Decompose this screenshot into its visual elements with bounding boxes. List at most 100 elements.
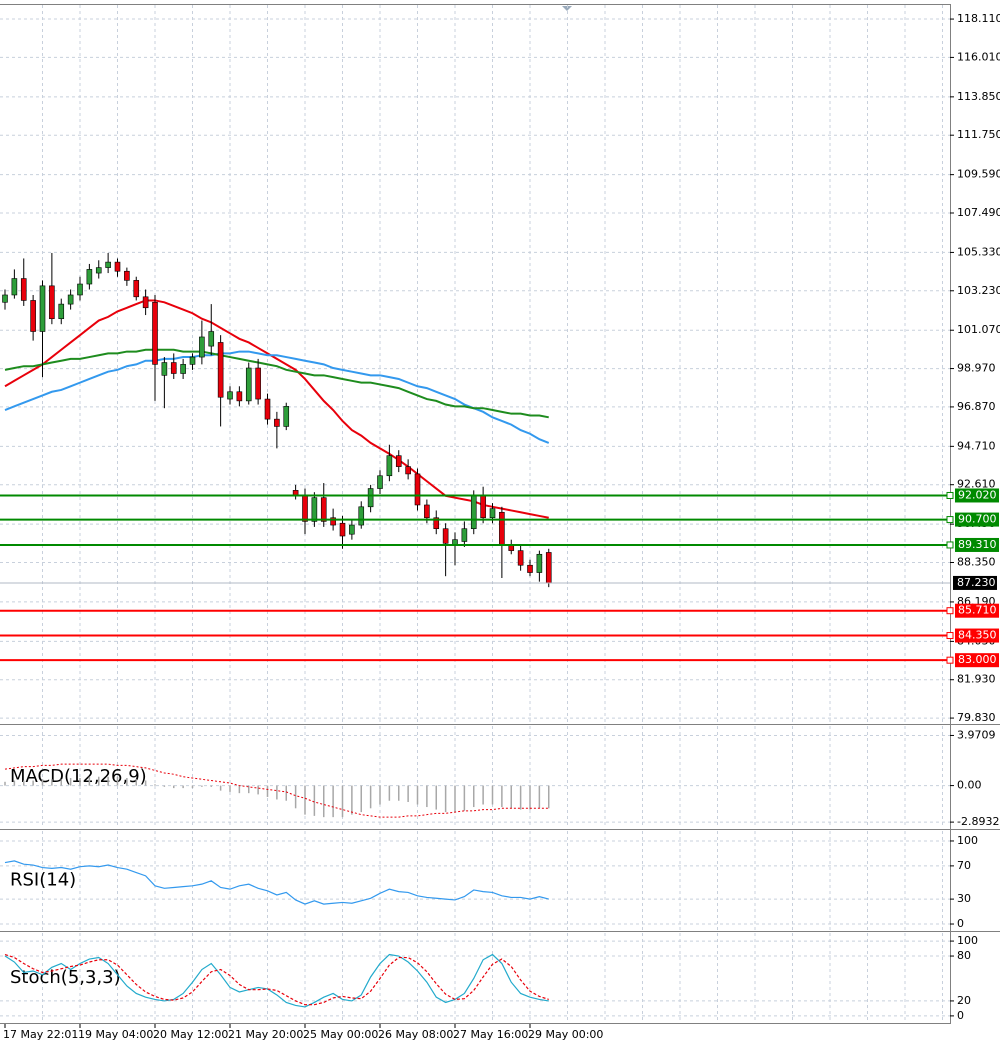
histogram-bar xyxy=(219,785,222,791)
candle-body xyxy=(67,294,74,305)
candle xyxy=(105,252,111,274)
candle xyxy=(20,258,27,306)
candle xyxy=(442,523,449,577)
level-box xyxy=(955,653,999,668)
histogram-bar xyxy=(173,785,175,789)
y-tick-label: 70 xyxy=(957,859,971,872)
histogram-bar xyxy=(163,785,166,787)
y-tick-label: -2.8932 xyxy=(957,815,999,828)
candle-body xyxy=(405,466,411,475)
candle xyxy=(236,386,243,407)
histogram-bar xyxy=(351,785,353,815)
histogram-bar xyxy=(407,785,409,802)
histogram-bar xyxy=(116,776,119,786)
candle-body xyxy=(545,552,552,584)
histogram-bar xyxy=(491,785,494,805)
histogram-bar xyxy=(210,785,212,787)
histogram-bar xyxy=(519,785,522,810)
candle xyxy=(274,411,280,449)
candle-body xyxy=(142,296,149,309)
candle xyxy=(527,559,533,577)
y-tick-label: 0 xyxy=(957,1009,964,1022)
y-tick-label: 107.490 xyxy=(957,206,1000,219)
candle xyxy=(311,492,318,527)
candle xyxy=(517,545,524,571)
histogram-bar xyxy=(248,785,250,794)
histogram-bar xyxy=(341,785,344,818)
x-tick-label: 17 May 22:01 xyxy=(3,1028,78,1041)
current-price-label: 87.230 xyxy=(957,576,996,589)
histogram-bar xyxy=(510,785,512,809)
candle-body xyxy=(508,544,515,551)
candle xyxy=(470,490,477,535)
candle-body xyxy=(236,391,243,402)
histogram-bar xyxy=(538,785,541,809)
x-tick-label: 25 May 00:00 xyxy=(303,1028,378,1041)
candle-body xyxy=(517,550,524,566)
candle-body xyxy=(30,300,36,332)
candle xyxy=(536,550,543,582)
candle-body xyxy=(20,278,27,301)
candle-body xyxy=(255,367,261,400)
histogram-bar xyxy=(548,785,550,809)
y-tick-label: 101.070 xyxy=(957,323,1000,336)
candle xyxy=(189,353,196,370)
histogram-bar xyxy=(201,785,203,787)
y-tick-label: 100 xyxy=(957,934,978,947)
indicator-title: RSI(14) xyxy=(10,870,76,891)
candle-body xyxy=(414,473,421,506)
candle xyxy=(208,304,215,356)
histogram-bar xyxy=(60,779,62,786)
y-tick-label: 81.930 xyxy=(957,673,996,686)
histogram-bar xyxy=(126,778,128,786)
indicator-title: Stoch(5,3,3) xyxy=(10,967,121,988)
histogram-bar xyxy=(257,785,259,795)
candle-body xyxy=(199,336,205,358)
y-tick-label: 3.9709 xyxy=(957,728,996,741)
candle xyxy=(395,450,402,473)
y-tick-label: 111.750 xyxy=(957,128,1000,141)
candle xyxy=(283,402,290,431)
y-tick-label: 96.870 xyxy=(957,400,996,413)
level-label: 85.710 xyxy=(958,604,997,617)
histogram-bar xyxy=(88,776,91,786)
y-tick-label: 92.610 xyxy=(957,478,996,491)
candle-body xyxy=(470,495,477,530)
x-tick-label: 20 May 12:00 xyxy=(153,1028,228,1041)
histogram-bar xyxy=(332,785,334,818)
y-tick-label: 20 xyxy=(957,994,971,1007)
level-handle xyxy=(946,516,954,524)
histogram-bar xyxy=(369,785,372,809)
candle-body xyxy=(358,506,365,526)
histogram-bar xyxy=(313,785,316,816)
shift-marker xyxy=(562,6,572,11)
candle-body xyxy=(95,267,102,274)
candle-body xyxy=(180,364,186,374)
level-handle xyxy=(946,607,954,615)
histogram-bar xyxy=(135,779,137,786)
candle-body xyxy=(274,418,280,427)
level-handle xyxy=(946,491,954,499)
candle xyxy=(180,358,186,379)
candle-body xyxy=(377,475,383,489)
level-handle xyxy=(946,632,954,640)
histogram-bar xyxy=(69,778,72,786)
level-label: 89.310 xyxy=(958,538,997,551)
candle xyxy=(461,521,468,547)
y-tick-label: 0 xyxy=(957,917,964,930)
candle xyxy=(545,548,552,588)
candle xyxy=(255,358,261,405)
histogram-bar xyxy=(360,785,362,813)
candle xyxy=(414,468,421,511)
candle-body xyxy=(386,455,393,477)
candle-body xyxy=(114,261,121,272)
candle-body xyxy=(152,301,158,365)
candle-body xyxy=(311,497,318,522)
histogram-bar xyxy=(285,785,287,801)
histogram-bar xyxy=(98,776,100,786)
candle xyxy=(86,263,93,290)
y-tick-label: 98.970 xyxy=(957,362,996,375)
candle-body xyxy=(424,504,430,519)
level-box xyxy=(955,628,999,643)
